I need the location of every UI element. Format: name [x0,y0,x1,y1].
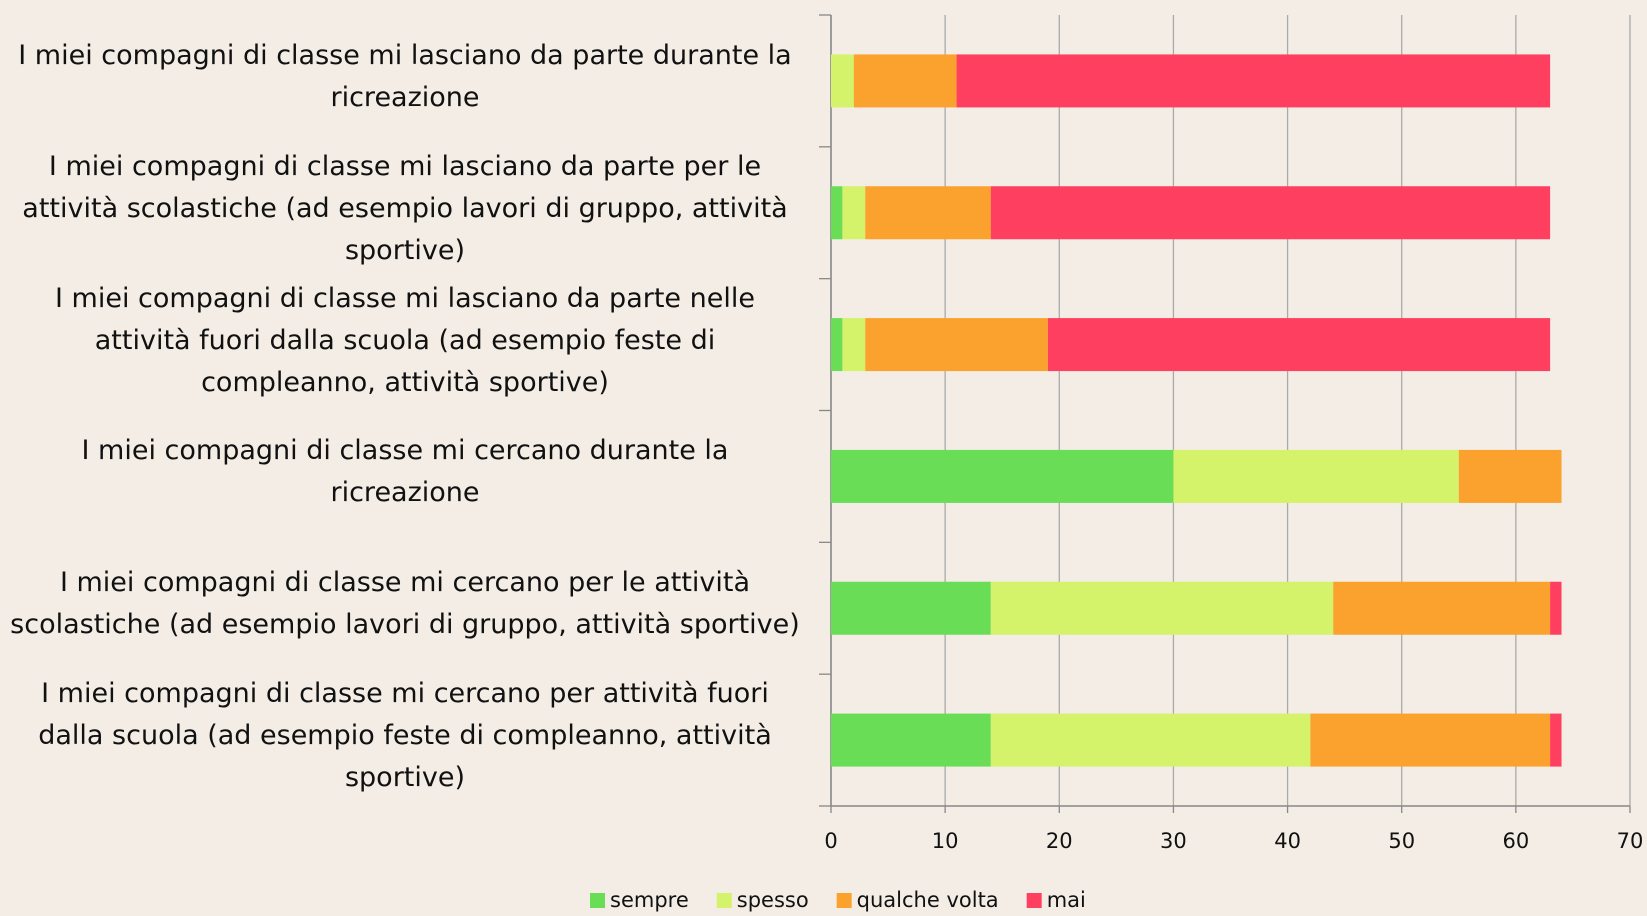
x-tick-label: 70 [1617,829,1644,853]
bar-segment [831,713,991,767]
legend-label: qualche volta [857,888,999,912]
x-tick-label: 30 [1160,829,1187,853]
bar-segment [956,54,1551,108]
bar-segment [831,54,854,108]
bar-segment [853,54,957,108]
bar-segment [1310,713,1551,767]
bar-segment [1550,581,1562,635]
legend-label: sempre [610,888,689,912]
legend-swatch [1026,893,1042,908]
bar-segment [865,186,991,240]
x-tick-label: 50 [1388,829,1415,853]
bar-segment [831,186,843,240]
bar-segment [831,318,843,372]
x-tick-label: 10 [932,829,959,853]
x-tick-label: 20 [1046,829,1073,853]
bar-segment [1173,449,1459,503]
x-tick-label: 60 [1502,829,1529,853]
y-tick-label: I miei compagni di classe mi lasciano da… [18,39,792,113]
bar-segment [865,318,1048,372]
bar-segment [831,581,991,635]
legend-label: mai [1047,888,1086,912]
y-tick-label: I miei compagni di classe mi cercano dur… [81,435,729,509]
bar-segment [842,318,866,372]
y-tick-label: I miei compagni di classe mi cercano per… [38,678,772,794]
legend-swatch [716,893,732,908]
bar-segment [842,186,866,240]
legend-label: spesso [737,888,809,912]
bar-segment [990,186,1551,240]
y-tick-label: I miei compagni di classe mi lasciano da… [22,150,788,266]
y-tick-label: I miei compagni di classe mi cercano per… [10,567,800,641]
bar-segment [990,581,1334,635]
bar-segment [831,449,1174,503]
bar-segment [1550,713,1562,767]
legend-swatch [836,893,852,908]
bar-segment [990,713,1311,767]
y-tick-label: I miei compagni di classe mi lasciano da… [55,282,755,398]
bar-segment [1047,318,1551,372]
x-tick-label: 40 [1274,829,1301,853]
x-tick-label: 0 [824,829,837,853]
bar-segment [1458,449,1562,503]
legend-swatch [590,893,605,908]
bar-segment [1333,581,1551,635]
